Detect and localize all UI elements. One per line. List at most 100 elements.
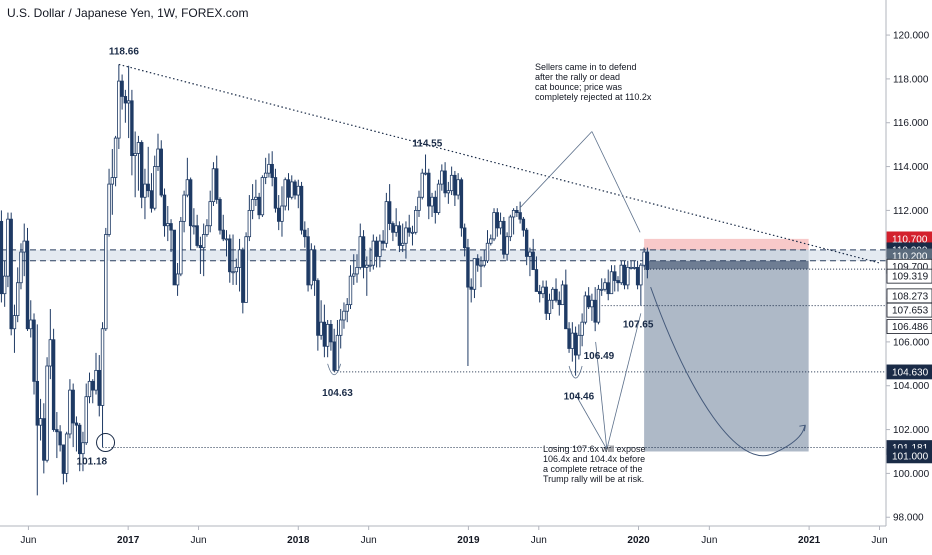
candle-body: [456, 179, 460, 196]
candle-body: [547, 299, 552, 314]
annotation-top-pointer-1: [519, 131, 593, 209]
candle-body: [133, 153, 137, 157]
price-label: 106.486: [892, 322, 929, 333]
candle-body: [71, 389, 75, 424]
candle-body: [97, 369, 101, 406]
candle-body: [74, 422, 79, 426]
candle-body: [113, 137, 118, 178]
candle-body: [348, 275, 353, 306]
candle-body: [544, 286, 548, 314]
descending-trendline: [118, 63, 880, 264]
candle-body: [400, 242, 405, 246]
candle-body: [309, 249, 314, 286]
candle-body: [120, 80, 124, 97]
chart-title: U.S. Dollar / Japanese Yen, 1W, FOREX.co…: [7, 6, 249, 20]
candle-body: [479, 264, 483, 267]
candle-body: [632, 266, 637, 269]
candle-body: [557, 299, 561, 306]
candle-body: [143, 183, 147, 198]
candle-body: [123, 96, 128, 104]
candle-body: [492, 212, 496, 240]
candle-body: [459, 179, 464, 229]
candle-body: [609, 271, 614, 295]
candle-body: [22, 240, 26, 253]
candle-body: [205, 225, 209, 235]
price-label: 104.630: [892, 367, 929, 378]
candle-body: [502, 220, 506, 255]
candle-body: [397, 225, 402, 246]
candle-body: [599, 288, 604, 291]
candle-body: [583, 295, 588, 323]
candle-body: [45, 365, 49, 461]
candle-body: [48, 339, 53, 367]
candle-body: [489, 238, 493, 244]
candle-body: [430, 196, 434, 207]
candle-body: [619, 264, 623, 284]
level-lines: [0, 249, 886, 449]
candle-body: [283, 179, 287, 207]
y-tick-label: 118.000: [893, 74, 929, 85]
candle-body: [100, 328, 105, 406]
candle-body: [293, 181, 297, 196]
candle-body: [32, 319, 36, 382]
candle-body: [12, 315, 17, 330]
candle-body: [391, 223, 395, 233]
candle-body: [139, 142, 144, 198]
candle-body: [381, 240, 385, 244]
annotation-top-text: completely rejected at 110.2x: [535, 92, 652, 102]
candle-body: [185, 179, 190, 196]
annotation-bottom-pointer-1: [575, 394, 608, 450]
candle-body: [87, 380, 92, 398]
x-tick-label: 2019: [457, 535, 480, 546]
x-tick-label: Jun: [871, 535, 887, 546]
candle-body: [440, 170, 444, 185]
candle-body: [541, 286, 545, 295]
candle-body: [2, 275, 7, 295]
price-label-box: [886, 302, 932, 318]
annotation-top-pointer-2: [591, 131, 641, 233]
candle-body: [228, 238, 232, 273]
candle-body: [299, 185, 304, 231]
price-label-box: [886, 319, 932, 334]
candle-body: [244, 236, 248, 303]
point-label: 107.65: [623, 320, 654, 331]
candle-body: [270, 163, 274, 178]
y-tick-label: 120.000: [893, 31, 930, 42]
annotation-bottom-pointer-2: [595, 341, 608, 450]
candle-body: [384, 201, 389, 244]
candle-body: [234, 266, 238, 273]
candle-body: [316, 280, 320, 336]
candle-body: [603, 282, 607, 290]
candle-body: [55, 429, 59, 433]
candle-body: [469, 286, 473, 290]
candle-body: [361, 236, 366, 268]
candle-body: [257, 196, 261, 216]
candle-body: [286, 179, 291, 198]
candle-body: [325, 323, 330, 347]
candle-body: [639, 264, 643, 286]
x-tick-label: 2018: [287, 535, 310, 546]
candle-body: [267, 163, 271, 174]
candle-body: [19, 251, 23, 284]
candle-body: [58, 431, 62, 446]
x-tick-label: Jun: [531, 535, 547, 546]
candle-body: [218, 199, 222, 231]
candle-body: [538, 291, 542, 295]
candle-body: [9, 218, 13, 330]
candle-body: [332, 341, 336, 371]
candle-body: [528, 251, 532, 257]
candle-body: [312, 249, 317, 281]
candle-body: [616, 280, 620, 284]
x-tick-label: 2021: [798, 535, 821, 546]
candle-body: [149, 190, 154, 209]
y-tick-label: 98.000: [893, 513, 924, 524]
low-arc-2019: [568, 365, 583, 379]
candle-body: [417, 196, 421, 211]
price-label-box: [886, 268, 932, 284]
candle-body: [110, 177, 115, 185]
candle-body: [551, 288, 555, 301]
candle-body: [136, 142, 141, 154]
candle-body: [554, 288, 558, 301]
